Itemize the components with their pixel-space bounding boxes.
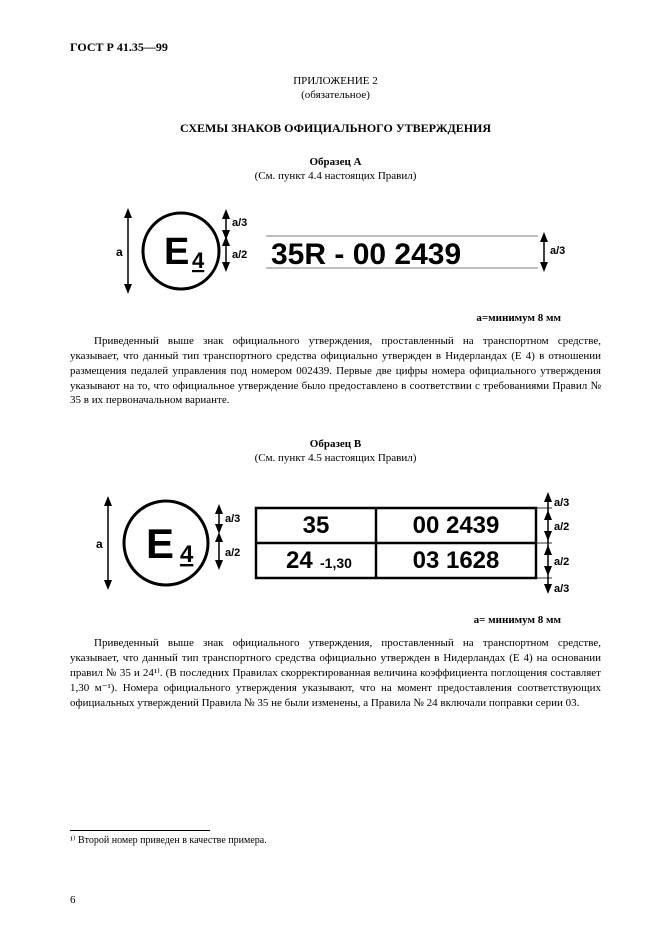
svg-text:a/2: a/2 xyxy=(554,521,569,533)
page-number: 6 xyxy=(70,894,76,906)
section-title: СХЕМЫ ЗНАКОВ ОФИЦИАЛЬНОГО УТВЕРЖДЕНИЯ xyxy=(70,121,601,136)
svg-text:35: 35 xyxy=(302,512,329,539)
svg-text:a/2: a/2 xyxy=(232,249,247,261)
sample-a-note: a=минимум 8 мм xyxy=(70,312,601,324)
svg-text:a/2: a/2 xyxy=(554,556,569,568)
svg-text:a/3: a/3 xyxy=(550,245,565,257)
svg-text:-1,30: -1,30 xyxy=(320,555,352,571)
annex-title: ПРИЛОЖЕНИЕ 2 xyxy=(70,75,601,87)
svg-text:00 2439: 00 2439 xyxy=(412,512,499,539)
svg-text:a/2: a/2 xyxy=(225,547,240,559)
figure-sample-a: E 4 a a/3 a/2 35R - 00 2439 a/3 xyxy=(106,196,566,306)
svg-text:E: E xyxy=(164,231,189,273)
svg-text:E: E xyxy=(146,520,174,567)
svg-text:03 1628: 03 1628 xyxy=(412,547,499,574)
svg-text:a/3: a/3 xyxy=(232,217,247,229)
svg-text:35R - 00 2439: 35R - 00 2439 xyxy=(271,238,461,271)
svg-text:4: 4 xyxy=(180,541,194,568)
footnote: ¹⁾ Второй номер приведен в качестве прим… xyxy=(70,835,601,846)
svg-text:a: a xyxy=(116,245,123,259)
svg-text:a: a xyxy=(96,537,103,551)
sample-b-para: Приведенный выше знак официального утвер… xyxy=(70,636,601,710)
doc-header: ГОСТ Р 41.35—99 xyxy=(70,40,601,55)
sample-b-title: Образец B xyxy=(70,438,601,450)
figure-sample-b: E 4 a a/3 a/2 35 00 2439 24 -1,30 03 162… xyxy=(86,478,586,608)
sample-a-sub: (См. пункт 4.4 настоящих Правил) xyxy=(70,170,601,182)
svg-text:a/3: a/3 xyxy=(554,583,569,595)
svg-text:24: 24 xyxy=(286,547,313,574)
sample-a-para: Приведенный выше знак официального утвер… xyxy=(70,334,601,408)
svg-text:4: 4 xyxy=(192,248,205,273)
svg-text:a/3: a/3 xyxy=(225,513,240,525)
footnote-rule xyxy=(70,830,210,831)
sample-b-sub: (См. пункт 4.5 настоящих Правил) xyxy=(70,452,601,464)
svg-text:a/3: a/3 xyxy=(554,497,569,509)
annex-subtitle: (обязательное) xyxy=(70,89,601,101)
sample-b-note: a= минимум 8 мм xyxy=(70,614,601,626)
sample-a-title: Образец A xyxy=(70,156,601,168)
